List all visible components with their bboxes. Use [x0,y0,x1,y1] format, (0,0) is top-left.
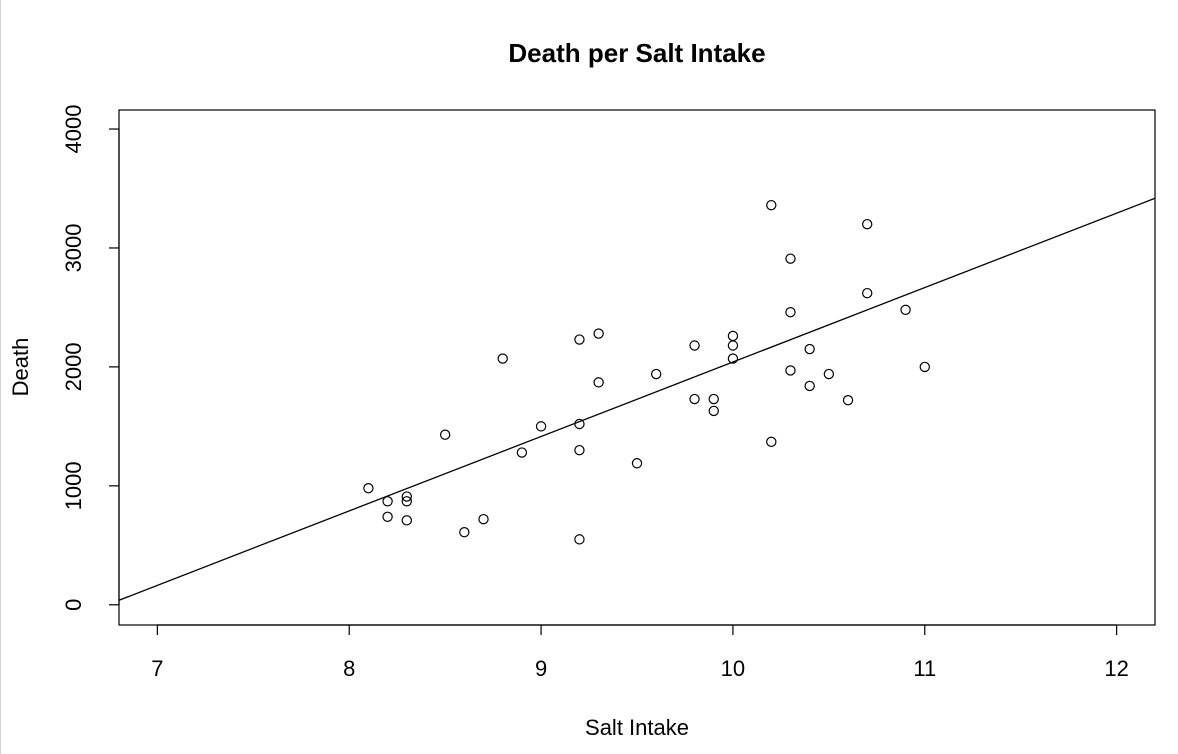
y-tick-label: 3000 [61,223,86,272]
data-point [804,380,815,392]
data-point [689,393,700,405]
data-point [593,328,604,339]
chart-title: Death per Salt Intake [508,38,765,68]
regression-line [118,197,1156,601]
data-point [382,511,393,522]
y-tick-label: 1000 [61,461,86,510]
data-point [650,368,662,380]
data-points [363,199,930,545]
data-point [459,527,470,538]
data-point [497,353,508,364]
y-axis: 0 1000 2000 3000 4000 [61,105,120,611]
regression-line-group [118,197,1156,601]
y-tick-label: 2000 [61,342,86,391]
x-axis-label: Salt Intake [585,715,689,740]
data-point [631,458,643,469]
data-point [363,483,374,494]
data-point [574,444,585,456]
y-tick-label: 4000 [61,105,86,154]
data-point [593,377,604,388]
data-point [804,343,815,355]
x-tick-label: 10 [721,656,745,681]
x-tick-label: 12 [1104,656,1128,681]
data-point [382,496,393,507]
data-point [785,253,796,264]
data-point [401,496,412,507]
data-point [708,405,719,417]
data-point [727,330,739,342]
data-point [516,447,528,458]
data-point [900,304,911,316]
data-point [862,218,873,230]
window-edge [0,0,1,754]
x-tick-label: 11 [913,656,936,681]
data-point [708,393,719,405]
data-point [439,429,451,440]
data-point [727,353,739,364]
data-point [842,395,854,406]
y-axis-label: Death [8,338,33,397]
y-tick-label: 0 [61,599,86,611]
data-point [574,534,585,545]
data-point [823,368,835,380]
data-point [862,287,873,299]
data-point [766,436,777,448]
data-point [727,340,739,351]
data-point [401,515,412,526]
x-tick-label: 9 [535,656,547,681]
x-tick-label: 7 [151,656,163,681]
data-point [535,421,547,432]
data-point [785,306,796,318]
data-point [574,334,585,345]
data-point [785,365,796,376]
data-point [478,513,489,525]
data-point [574,418,585,430]
data-point [689,340,700,351]
x-axis: 7 8 9 10 11 12 [151,624,1129,681]
x-tick-label: 8 [343,656,355,681]
plot-frame [118,109,1156,626]
data-point [766,199,777,211]
data-point [919,361,930,373]
data-point [401,491,412,502]
